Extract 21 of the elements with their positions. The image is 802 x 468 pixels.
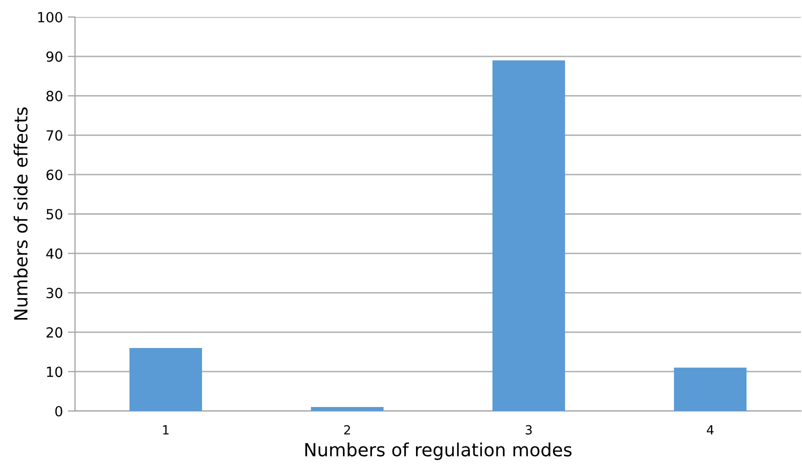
- y-tick-label: 50: [46, 208, 62, 220]
- x-tick-label: 4: [706, 425, 714, 434]
- x-tick-label: 2: [344, 425, 350, 434]
- y-tick-label: 100: [38, 12, 62, 22]
- y-tick-label: 30: [46, 288, 62, 298]
- y-tick-label: 10: [47, 366, 62, 378]
- y-tick-label: 80: [46, 90, 62, 102]
- x-axis-title: Numbers of regulation modes: [305, 442, 572, 460]
- y-tick-label: 40: [46, 248, 62, 259]
- bar: [674, 368, 747, 411]
- y-axis-title: Numbers of side effects: [14, 107, 28, 320]
- y-tick-label: 70: [46, 130, 62, 141]
- x-tick-label: 1: [163, 425, 169, 434]
- y-tick-label: 60: [46, 170, 62, 180]
- y-tick-label: 90: [46, 51, 62, 62]
- bar: [129, 348, 202, 411]
- y-tick-label: 20: [46, 327, 62, 338]
- bar: [492, 60, 566, 411]
- bar: [310, 407, 384, 411]
- x-tick-label: 3: [526, 425, 532, 435]
- y-tick-label: 0: [55, 406, 62, 416]
